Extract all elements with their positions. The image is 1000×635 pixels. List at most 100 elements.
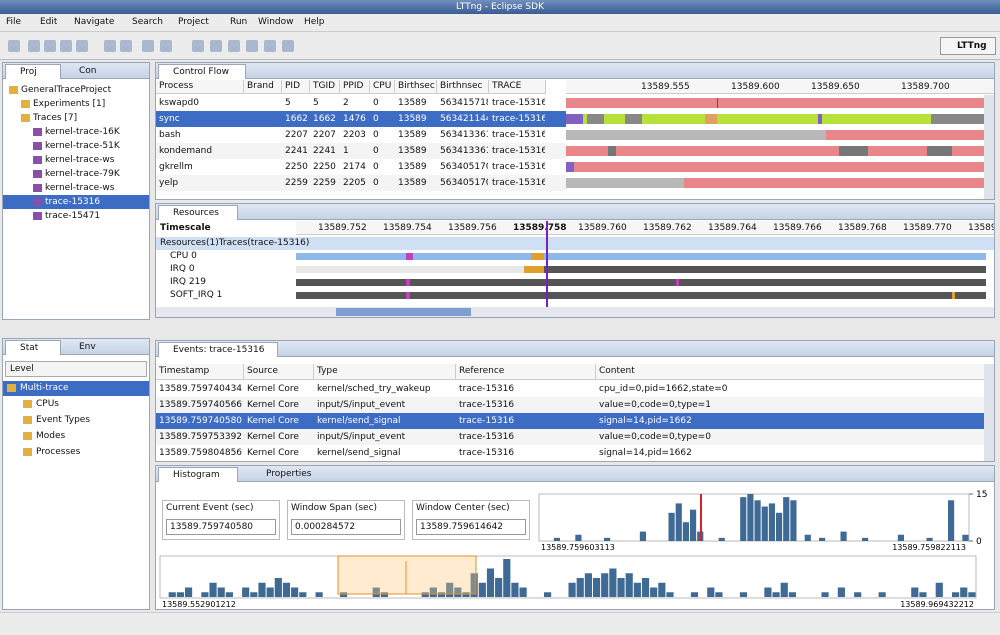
table-row[interactable]: yelp 2259 2259 2205 0 13589 563405170 trace-153… <box>156 175 566 191</box>
histogram-bar <box>682 522 689 541</box>
toolbar-button[interactable] <box>8 40 20 52</box>
tree-item[interactable]: Experiments [1] <box>3 97 149 111</box>
time-label: 13589.650 <box>811 82 860 92</box>
tree-item[interactable]: Modes <box>3 429 149 444</box>
menu-item[interactable]: Window <box>258 17 294 27</box>
field-value[interactable]: 13589.759614642 <box>416 519 526 535</box>
histogram-bar <box>804 534 811 541</box>
table-row[interactable]: 13589.759740580 Kernel Core kernel/send_si… <box>156 413 984 429</box>
table-row[interactable]: kondemand 2241 2241 1 0 13589 563413361 trace-1… <box>156 143 566 159</box>
tree-icon <box>33 198 42 206</box>
toolbar-button[interactable] <box>228 40 240 52</box>
table-cell: trace-15316 <box>492 98 545 108</box>
menu-item[interactable]: Run <box>230 17 248 27</box>
table-row[interactable]: 13589.759753392 Kernel Core input/S/input_… <box>156 429 984 445</box>
histogram-bar <box>952 592 960 597</box>
tab[interactable]: Properties <box>266 469 312 479</box>
time-label: 13589.770 <box>903 223 952 233</box>
tree-item[interactable]: kernel-trace-ws <box>3 153 149 167</box>
menu-item[interactable]: Navigate <box>74 17 115 27</box>
toolbar-button[interactable] <box>210 40 222 52</box>
tree-icon <box>21 114 30 122</box>
histogram-bar <box>821 592 829 597</box>
time-label: 13589.600 <box>731 82 780 92</box>
histogram-bar <box>754 500 761 541</box>
toolbar-button[interactable] <box>28 40 40 52</box>
table-row[interactable]: 13589.759804856 Kernel Core kernel/send_si… <box>156 445 984 461</box>
table-cell: cpu_id=0,pid=1662,state=0 <box>599 384 728 394</box>
state-segment <box>523 266 545 273</box>
histogram-bar <box>968 592 976 597</box>
toolbar-button[interactable] <box>160 40 172 52</box>
table-row[interactable]: gkrellm 2250 2250 2174 0 13589 563405170 trace-… <box>156 159 566 175</box>
histogram-bar <box>168 592 176 597</box>
histogram-bar <box>819 537 826 541</box>
tab[interactable]: Events: trace-15316 <box>158 342 278 357</box>
table-row[interactable]: 13589.759740434 Kernel Core kernel/sched_t… <box>156 381 984 397</box>
state-segment <box>566 162 575 172</box>
tab[interactable]: Histogram <box>158 467 238 482</box>
table-cell: 1662 <box>313 114 336 124</box>
toolbar-button[interactable] <box>120 40 132 52</box>
toolbar-button[interactable] <box>142 40 154 52</box>
column-header: PPID <box>340 80 370 94</box>
field-value[interactable]: 0.000284572 <box>291 519 401 535</box>
tree-item[interactable]: CPUs <box>3 397 149 412</box>
toolbar-button[interactable] <box>44 40 56 52</box>
tree-label: Modes <box>36 431 66 441</box>
tree-item[interactable]: trace-15471 <box>3 209 149 223</box>
toolbar-button[interactable] <box>192 40 204 52</box>
table-cell: trace-15316 <box>459 400 515 410</box>
tree-label: CPUs <box>36 399 59 409</box>
table-row[interactable]: 13589.759740566 Kernel Core input/S/input_… <box>156 397 984 413</box>
table-cell: 2250 <box>313 162 336 172</box>
toolbar-button[interactable] <box>264 40 276 52</box>
tree-item[interactable]: Event Types <box>3 413 149 428</box>
tab[interactable]: Resources <box>158 205 238 220</box>
tab-bar <box>156 466 994 482</box>
timescale-label: Timescale <box>160 223 211 233</box>
tree-item[interactable]: trace-15316 <box>3 195 149 209</box>
tree-item[interactable]: Traces [7] <box>3 111 149 125</box>
time-header <box>566 80 994 94</box>
menu-item[interactable]: Search <box>132 17 163 27</box>
tab[interactable]: Stat <box>5 340 61 355</box>
tab[interactable]: Control Flow <box>158 64 246 79</box>
histogram-bar <box>780 582 788 597</box>
tree-item[interactable]: Processes <box>3 445 149 460</box>
menu-item[interactable]: Help <box>304 17 325 27</box>
table-cell: 0 <box>373 130 379 140</box>
table-row[interactable]: bash 2207 2207 2203 0 13589 563413361 trace-153… <box>156 127 566 143</box>
toolbar-button[interactable] <box>76 40 88 52</box>
column-header: PID <box>282 80 310 94</box>
histogram-bar <box>176 592 184 597</box>
scrollbar <box>984 95 994 199</box>
menu-item[interactable]: File <box>6 17 22 27</box>
tree-item[interactable]: kernel-trace-ws <box>3 181 149 195</box>
histogram-bar <box>772 592 780 597</box>
perspective-button[interactable]: LTTng <box>940 37 996 55</box>
histogram-bar <box>544 592 552 597</box>
table-row[interactable]: kswapd0 5 5 2 0 13589 563415718 trace-15316 <box>156 95 566 111</box>
table-cell: trace-15316 <box>492 146 545 156</box>
table-row[interactable]: sync 1662 1662 1476 0 13589 563421144 trace-153… <box>156 111 566 127</box>
menu-item[interactable]: Edit <box>40 17 58 27</box>
histogram-bar <box>601 573 609 597</box>
toolbar-button[interactable] <box>104 40 116 52</box>
tree-item[interactable]: kernel-trace-79K <box>3 167 149 181</box>
tree-item[interactable]: GeneralTraceProject <box>3 83 149 97</box>
tab[interactable]: Con <box>79 66 97 76</box>
toolbar-button[interactable] <box>282 40 294 52</box>
table-cell: 2207 <box>313 130 336 140</box>
menu-item[interactable]: Project <box>178 17 209 27</box>
toolbar-button[interactable] <box>60 40 72 52</box>
field-value[interactable]: 13589.759740580 <box>166 519 276 535</box>
toolbar-button[interactable] <box>246 40 258 52</box>
tree-label: kernel-trace-51K <box>45 141 120 151</box>
tree-item[interactable]: Multi-trace <box>3 381 149 396</box>
tree-item[interactable]: kernel-trace-16K <box>3 125 149 139</box>
tab[interactable]: Proj <box>5 64 61 79</box>
state-segment <box>717 98 719 108</box>
tree-item[interactable]: kernel-trace-51K <box>3 139 149 153</box>
tab[interactable]: Env <box>79 342 96 352</box>
